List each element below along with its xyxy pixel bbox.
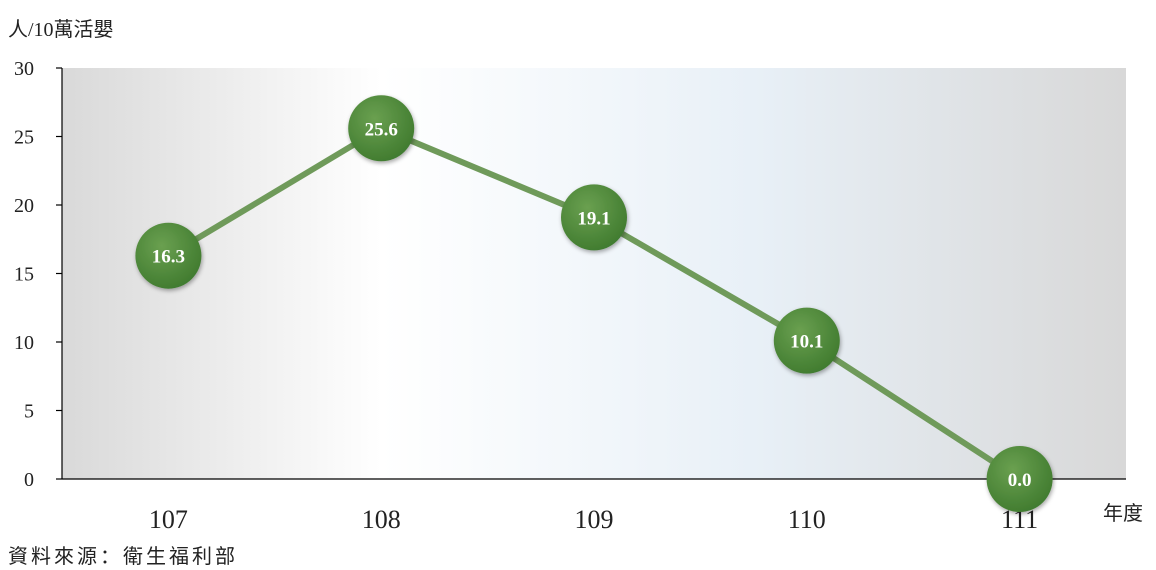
data-label: 10.1	[790, 332, 823, 353]
data-marker	[348, 95, 415, 162]
plot-area	[62, 68, 1126, 479]
y-tick-label: 20	[14, 195, 34, 217]
y-tick-label: 5	[24, 401, 34, 423]
x-tick-label: 110	[788, 505, 826, 534]
x-axis-label: 年度	[1103, 502, 1143, 525]
y-tick-label: 30	[14, 58, 34, 80]
y-tick-label: 10	[14, 332, 34, 354]
data-point: 16.3	[135, 222, 202, 289]
y-tick-label: 25	[14, 127, 34, 149]
data-marker	[773, 307, 840, 374]
data-label: 16.3	[152, 247, 185, 268]
data-point: 0.0	[986, 446, 1053, 512]
x-tick-label: 107	[149, 505, 188, 534]
y-axis-label: 人/10萬活嬰	[8, 18, 114, 41]
data-point: 10.1	[773, 307, 840, 374]
y-tick-label: 15	[14, 264, 34, 286]
data-point: 25.6	[348, 95, 415, 162]
data-marker	[561, 184, 627, 251]
x-tick-label: 108	[362, 505, 401, 534]
data-label: 19.1	[577, 208, 610, 229]
source-note: 資料來源：衛生福利部	[8, 544, 238, 568]
data-point: 19.1	[561, 184, 627, 251]
data-marker	[135, 222, 202, 289]
data-marker	[986, 446, 1053, 512]
data-label: 0.0	[1008, 470, 1032, 491]
data-label: 25.6	[365, 119, 398, 140]
y-tick-label: 0	[24, 469, 34, 491]
x-tick-label: 109	[575, 505, 614, 534]
